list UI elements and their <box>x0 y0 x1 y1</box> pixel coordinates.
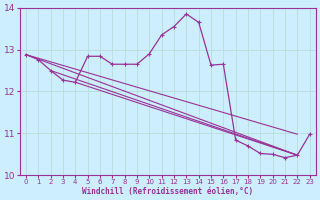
X-axis label: Windchill (Refroidissement éolien,°C): Windchill (Refroidissement éolien,°C) <box>82 187 253 196</box>
